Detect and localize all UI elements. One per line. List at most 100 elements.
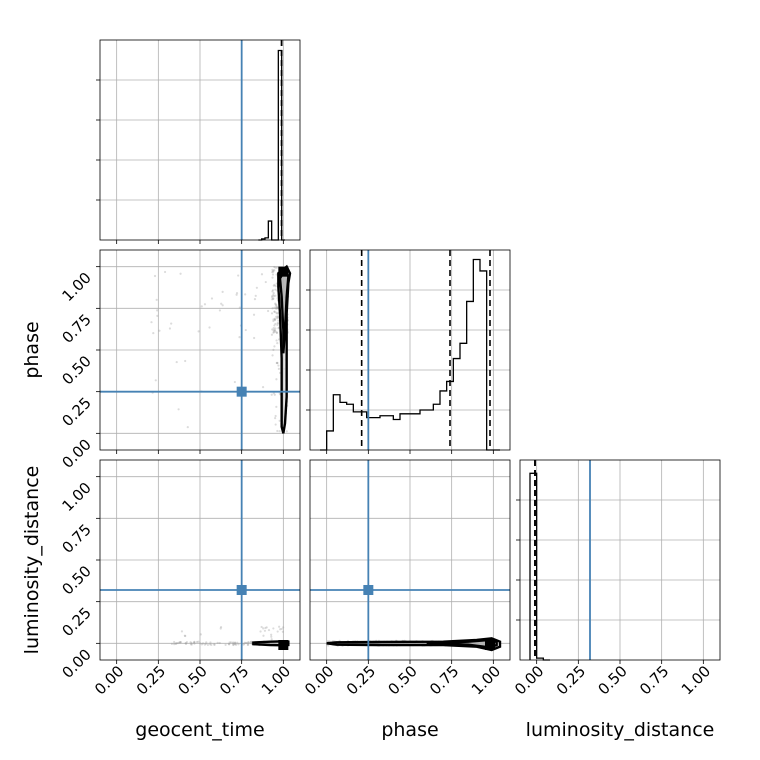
sample-point <box>273 345 276 348</box>
sample-point <box>250 640 253 644</box>
sample-point <box>209 641 212 644</box>
sample-point <box>260 625 263 629</box>
sample-point <box>208 643 212 646</box>
sample-points <box>150 265 290 433</box>
x-tick-label: 0.50 <box>594 662 630 698</box>
sample-point <box>179 272 182 275</box>
sample-point <box>227 643 231 646</box>
sample-point <box>272 330 275 333</box>
panel-0-0 <box>96 40 300 241</box>
sample-point <box>242 643 245 646</box>
sample-point <box>270 638 273 641</box>
y-axis-label-luminosity_distance: luminosity_distance <box>21 466 43 655</box>
sample-point <box>203 303 207 306</box>
sample-point <box>277 367 280 370</box>
sample-point <box>276 361 279 364</box>
sample-point <box>250 640 253 643</box>
sample-point <box>228 641 231 644</box>
sample-point <box>276 315 279 318</box>
sample-point <box>150 321 153 324</box>
sample-point <box>184 642 187 645</box>
sample-point <box>275 305 278 308</box>
y-tick-label: 1.00 <box>58 269 94 305</box>
sample-point <box>273 329 277 332</box>
sample-point <box>158 329 161 332</box>
sample-point <box>189 643 193 646</box>
contour-level-1 <box>426 638 498 649</box>
x-axis-label-luminosity_distance: luminosity_distance <box>526 719 715 741</box>
sample-point <box>327 644 330 647</box>
sample-point <box>273 318 277 322</box>
sample-point <box>271 276 274 279</box>
sample-point <box>272 331 275 334</box>
sample-point <box>271 328 274 331</box>
sample-point <box>205 641 208 644</box>
sample-point <box>272 297 275 300</box>
sample-point <box>176 642 180 645</box>
sample-point <box>153 274 157 278</box>
sample-point <box>237 643 240 646</box>
sample-point <box>210 297 214 300</box>
sample-point <box>210 643 213 647</box>
histogram-phase <box>320 258 500 451</box>
sample-point <box>278 419 281 422</box>
sample-point <box>195 640 199 644</box>
x-tick-label: 0.50 <box>384 662 420 698</box>
sample-point <box>179 641 182 644</box>
sample-point <box>274 414 277 418</box>
sample-point <box>200 643 203 646</box>
sample-point <box>278 430 281 433</box>
sample-point <box>221 304 224 307</box>
x-tick-label: 0.25 <box>343 662 379 698</box>
sample-point <box>173 640 176 644</box>
x-tick-label: 0.00 <box>511 662 547 698</box>
sample-point <box>152 332 155 335</box>
sample-point <box>270 635 273 638</box>
sample-point <box>216 641 219 644</box>
sample-point <box>170 642 174 645</box>
sample-point <box>252 313 256 316</box>
x-tick-label: 0.75 <box>426 662 462 698</box>
sample-point <box>236 641 239 644</box>
sample-point <box>275 331 279 335</box>
sample-point <box>276 306 279 309</box>
sample-point <box>275 307 278 310</box>
sample-point <box>272 318 275 321</box>
sample-point <box>174 642 177 645</box>
truth-marker <box>236 585 247 595</box>
sample-point <box>235 293 238 296</box>
sample-point <box>218 309 222 312</box>
sample-point <box>219 627 222 630</box>
sample-point <box>262 634 265 637</box>
sample-point <box>277 322 280 325</box>
sample-point <box>237 274 240 277</box>
sample-point <box>274 285 277 288</box>
sample-point <box>259 630 262 633</box>
sample-point <box>276 630 279 633</box>
sample-point <box>247 643 250 646</box>
sample-point <box>170 322 173 325</box>
panel-2-0 <box>100 460 300 660</box>
sample-point <box>275 315 278 318</box>
x-tick-label: 1.00 <box>678 662 714 698</box>
sample-point <box>275 361 278 365</box>
density-peak <box>278 266 289 277</box>
sample-point <box>228 643 231 646</box>
sample-point <box>197 640 200 643</box>
sample-point <box>192 641 196 644</box>
sample-point <box>274 307 277 310</box>
y-tick-label: 0.50 <box>58 352 94 388</box>
sample-point <box>156 314 159 317</box>
sample-point <box>276 342 279 345</box>
x-tick-label: 1.00 <box>468 662 504 698</box>
sample-point <box>233 380 236 384</box>
sample-point <box>274 294 277 297</box>
sample-point <box>270 333 274 336</box>
sample-point <box>197 330 200 333</box>
sample-point <box>254 294 257 297</box>
sample-point <box>218 641 221 645</box>
sample-point <box>271 296 274 299</box>
sample-point <box>272 270 275 273</box>
sample-point <box>271 307 274 310</box>
